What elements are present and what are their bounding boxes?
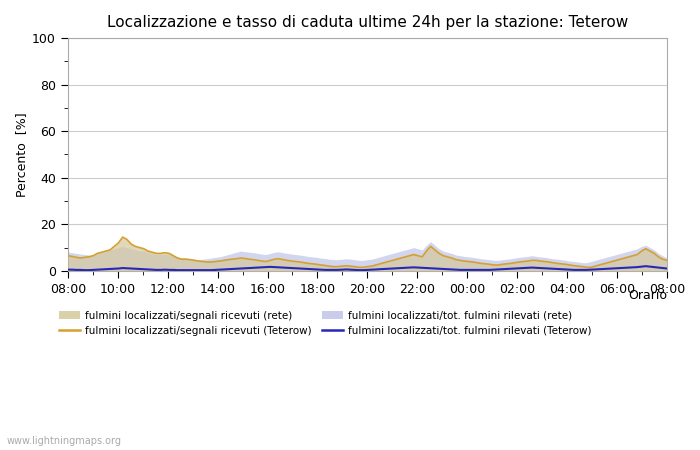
- Legend: fulmini localizzati/segnali ricevuti (rete), fulmini localizzati/segnali ricevut: fulmini localizzati/segnali ricevuti (re…: [55, 306, 596, 340]
- Text: Orario: Orario: [628, 289, 667, 302]
- Y-axis label: Percento  [%]: Percento [%]: [15, 112, 28, 197]
- Text: www.lightningmaps.org: www.lightningmaps.org: [7, 436, 122, 446]
- Title: Localizzazione e tasso di caduta ultime 24h per la stazione: Teterow: Localizzazione e tasso di caduta ultime …: [106, 15, 628, 30]
